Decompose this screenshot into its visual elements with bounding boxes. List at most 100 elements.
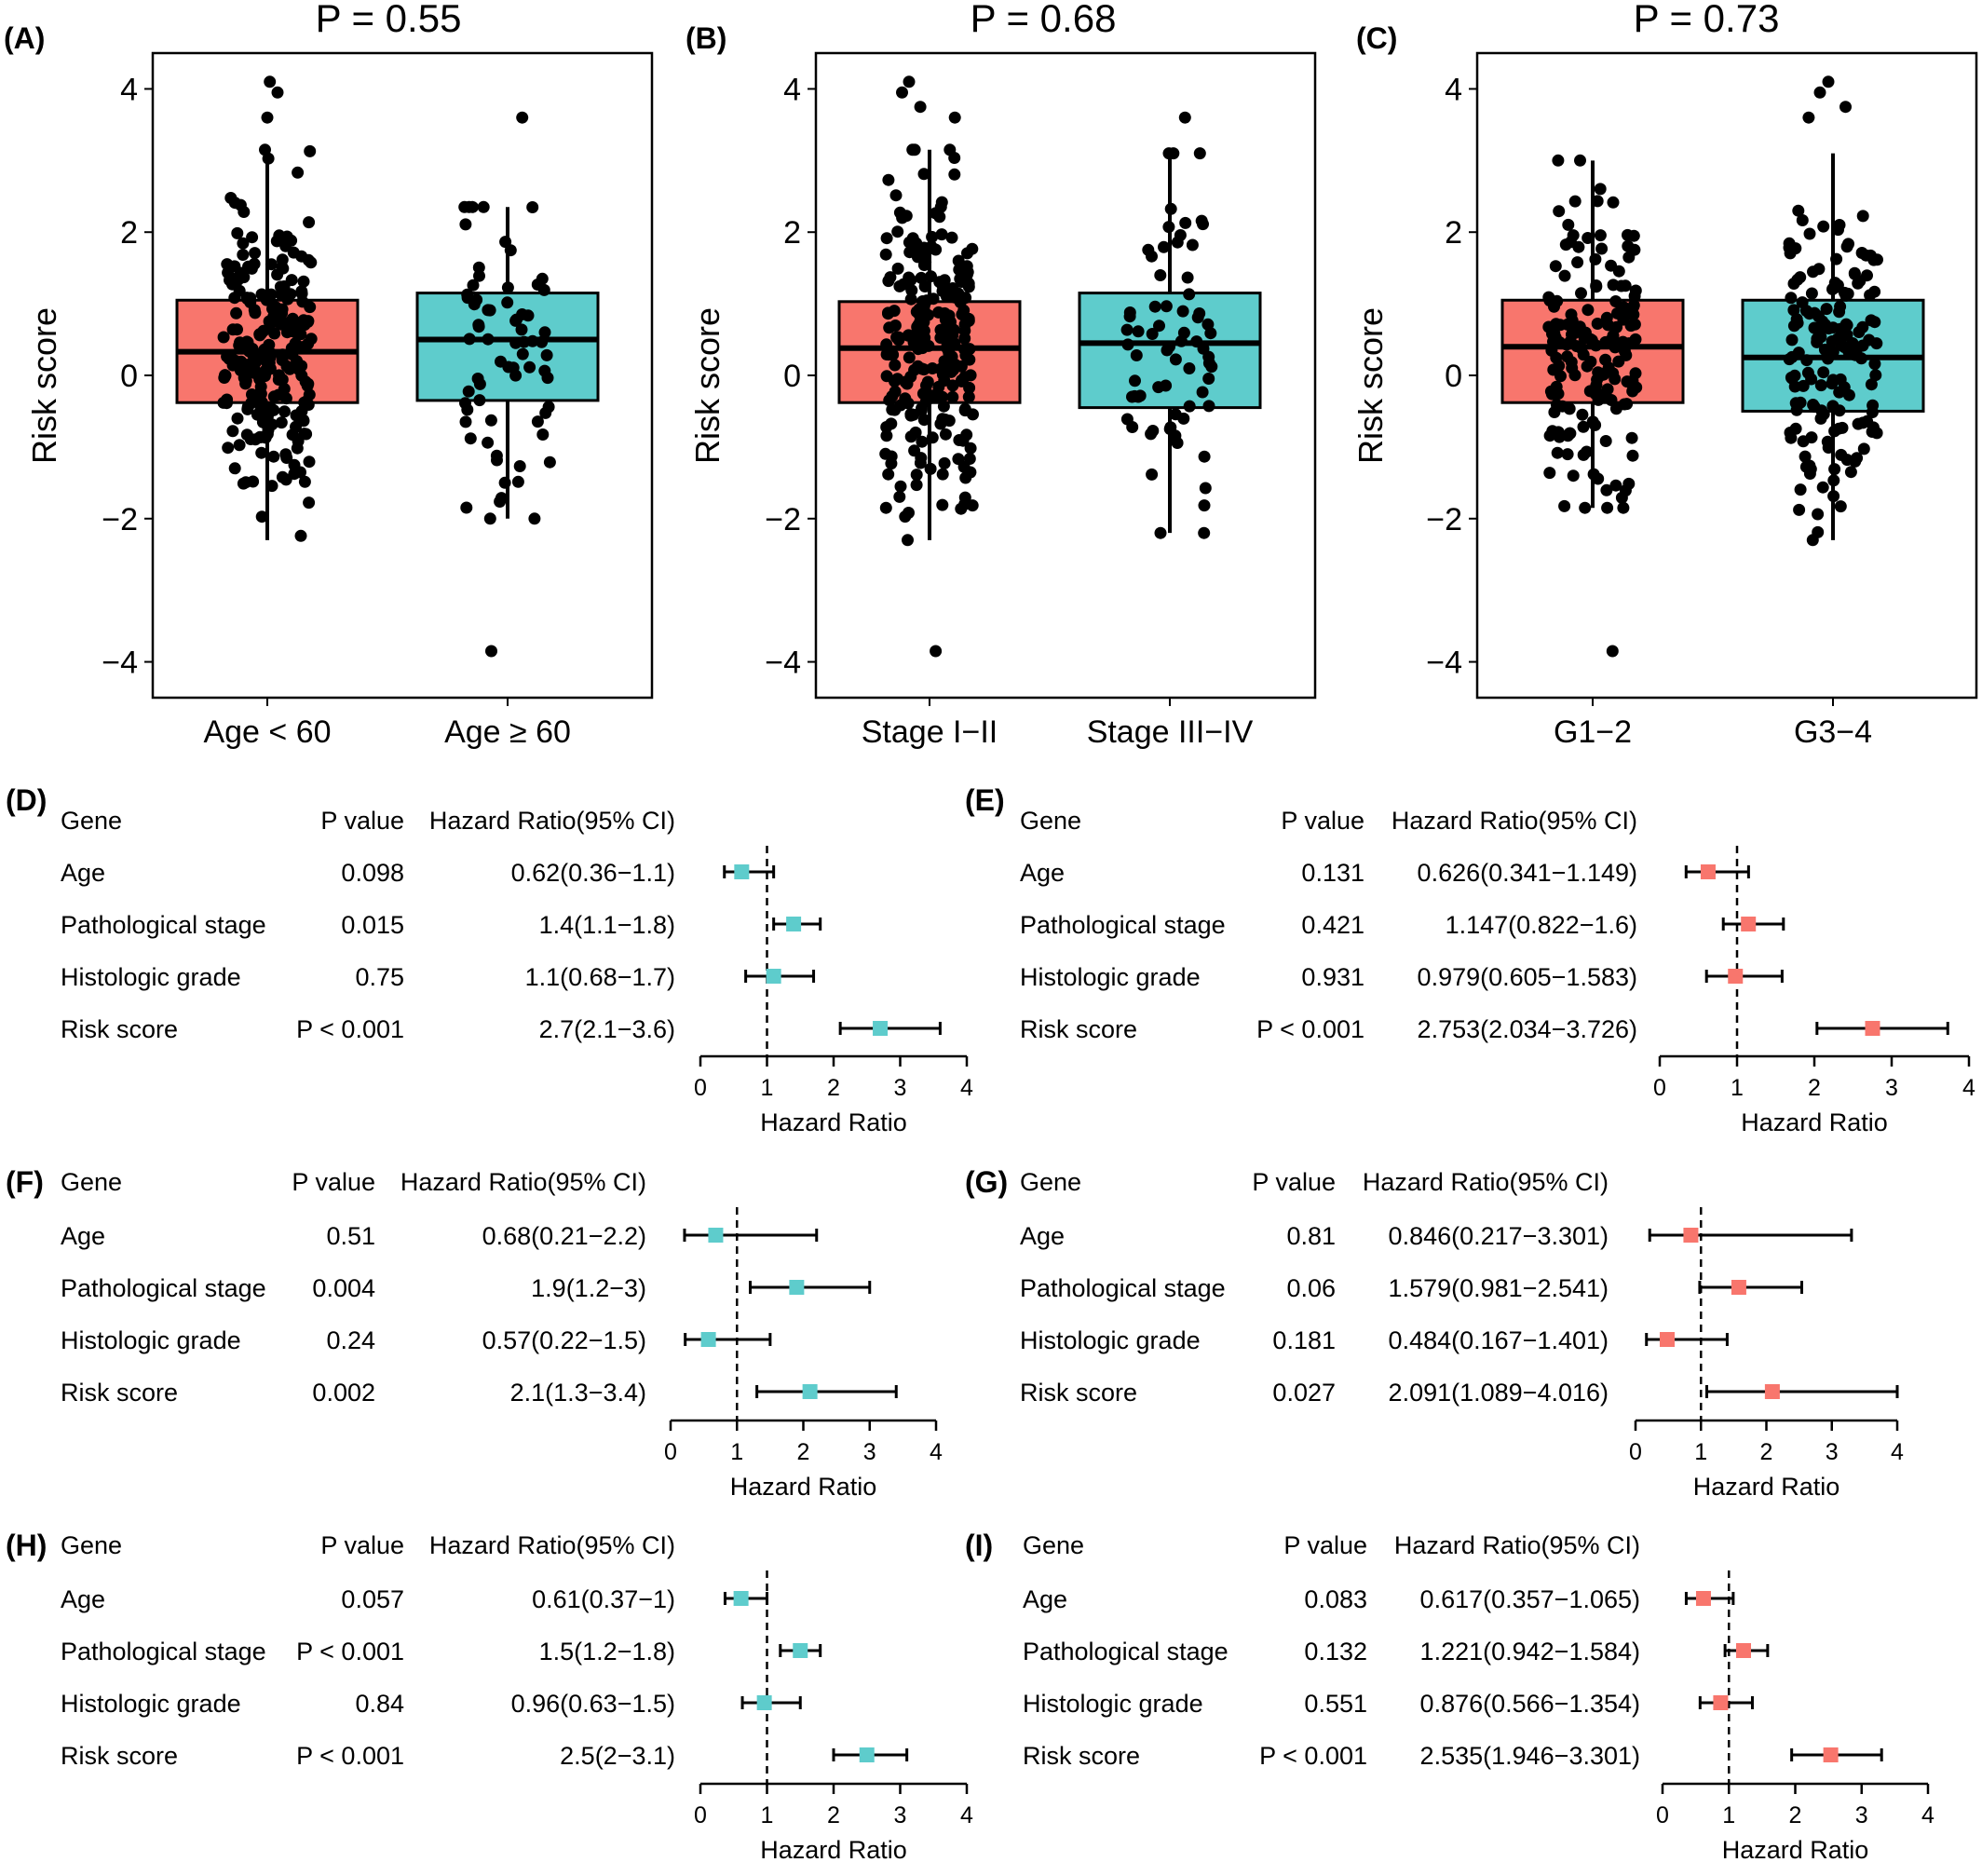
x-tick-label: 3 xyxy=(1855,1802,1868,1828)
data-point xyxy=(888,305,901,318)
data-point xyxy=(1857,442,1870,455)
data-point xyxy=(1799,305,1812,318)
data-point xyxy=(226,425,239,438)
data-point xyxy=(936,390,949,403)
y-axis-label: Risk score xyxy=(25,307,63,464)
y-tick-label: 0 xyxy=(783,359,801,394)
box-group: G3−4 xyxy=(1741,75,1925,750)
data-point xyxy=(889,189,903,202)
data-point xyxy=(1183,362,1196,374)
hazard-ratio-text: 2.535(1.946−3.301) xyxy=(1420,1742,1640,1770)
data-point xyxy=(473,269,485,282)
data-point xyxy=(302,253,315,266)
data-point xyxy=(945,231,958,244)
y-tick-label: 2 xyxy=(783,215,801,251)
gene-label: Age xyxy=(1020,859,1065,887)
data-point xyxy=(495,355,507,368)
data-point xyxy=(1867,399,1880,412)
data-point xyxy=(1128,389,1141,402)
data-point xyxy=(230,306,243,319)
data-point xyxy=(927,292,940,306)
data-point xyxy=(248,366,261,379)
data-point xyxy=(1146,468,1159,481)
data-point xyxy=(930,243,943,256)
data-point xyxy=(1840,240,1853,253)
hazard-ratio-text: 1.9(1.2−3) xyxy=(531,1274,646,1302)
data-point xyxy=(1848,266,1861,279)
data-point xyxy=(246,231,259,244)
data-point xyxy=(217,331,230,344)
box-group: Stage III−IV xyxy=(1078,111,1262,750)
data-point xyxy=(1548,327,1561,340)
hazard-ratio-text: 2.091(1.089−4.016) xyxy=(1389,1379,1609,1407)
hr-marker xyxy=(708,1228,724,1243)
outlier-point xyxy=(914,101,927,114)
data-point xyxy=(1811,335,1824,348)
outlier-point xyxy=(1839,101,1852,114)
x-tick-label: 4 xyxy=(1891,1439,1904,1465)
gene-label: Histologic grade xyxy=(61,1690,241,1718)
data-point xyxy=(1120,413,1134,426)
data-point xyxy=(473,394,486,407)
data-point xyxy=(1805,287,1818,300)
data-point xyxy=(1627,301,1639,314)
data-point xyxy=(542,401,555,414)
data-point xyxy=(265,347,278,360)
hazard-ratio-text: 0.68(0.21−2.2) xyxy=(482,1222,646,1250)
data-point xyxy=(941,339,954,352)
data-point xyxy=(1817,408,1830,420)
data-point xyxy=(1627,229,1640,242)
data-point xyxy=(1558,269,1571,282)
data-point xyxy=(893,490,906,503)
data-point xyxy=(538,364,551,377)
data-point xyxy=(880,232,893,245)
hr-marker xyxy=(802,1384,818,1399)
data-point xyxy=(1590,339,1602,352)
data-point xyxy=(1553,205,1566,218)
data-point xyxy=(882,173,895,186)
data-point xyxy=(1169,353,1182,366)
data-point xyxy=(1120,323,1134,336)
data-point xyxy=(1181,271,1194,284)
data-point xyxy=(889,386,902,398)
jitter-points xyxy=(1542,154,1643,658)
data-point xyxy=(482,333,495,346)
data-point xyxy=(249,306,262,319)
x-tick-label: 4 xyxy=(1921,1802,1934,1828)
data-point xyxy=(288,458,301,471)
data-point xyxy=(483,304,496,317)
data-point xyxy=(516,347,529,360)
data-point xyxy=(303,216,316,229)
data-point xyxy=(903,271,916,284)
p-value: 0.181 xyxy=(1272,1326,1336,1354)
data-point xyxy=(1559,238,1572,251)
panel-letter: (C) xyxy=(1356,21,1397,55)
data-point xyxy=(246,388,258,401)
data-point xyxy=(948,168,961,181)
outlier-point xyxy=(1802,111,1815,124)
data-point xyxy=(1842,388,1855,401)
data-point xyxy=(884,271,897,284)
data-point xyxy=(1202,373,1215,385)
data-point xyxy=(910,479,923,492)
data-point xyxy=(1171,437,1184,449)
data-point xyxy=(265,258,278,271)
gene-label: Histologic grade xyxy=(1023,1690,1203,1718)
data-point xyxy=(956,276,968,288)
data-point xyxy=(238,206,251,218)
data-point xyxy=(1800,354,1813,367)
data-point xyxy=(221,258,234,271)
gene-label: Pathological stage xyxy=(61,911,266,939)
gene-label: Pathological stage xyxy=(1020,911,1226,939)
data-point xyxy=(1599,353,1612,366)
hazard-ratio-text: 1.579(0.981−2.541) xyxy=(1389,1274,1609,1302)
x-tick-label: 2 xyxy=(1760,1439,1773,1465)
data-point xyxy=(1807,399,1820,411)
data-point xyxy=(226,277,239,290)
data-point xyxy=(273,229,286,242)
forest-row: Pathological stage 0.06 1.579(0.981−2.541) xyxy=(1020,1274,1804,1302)
data-point xyxy=(1627,335,1640,348)
data-point xyxy=(1546,425,1559,438)
gene-label: Histologic grade xyxy=(61,963,241,991)
data-point xyxy=(934,200,947,213)
